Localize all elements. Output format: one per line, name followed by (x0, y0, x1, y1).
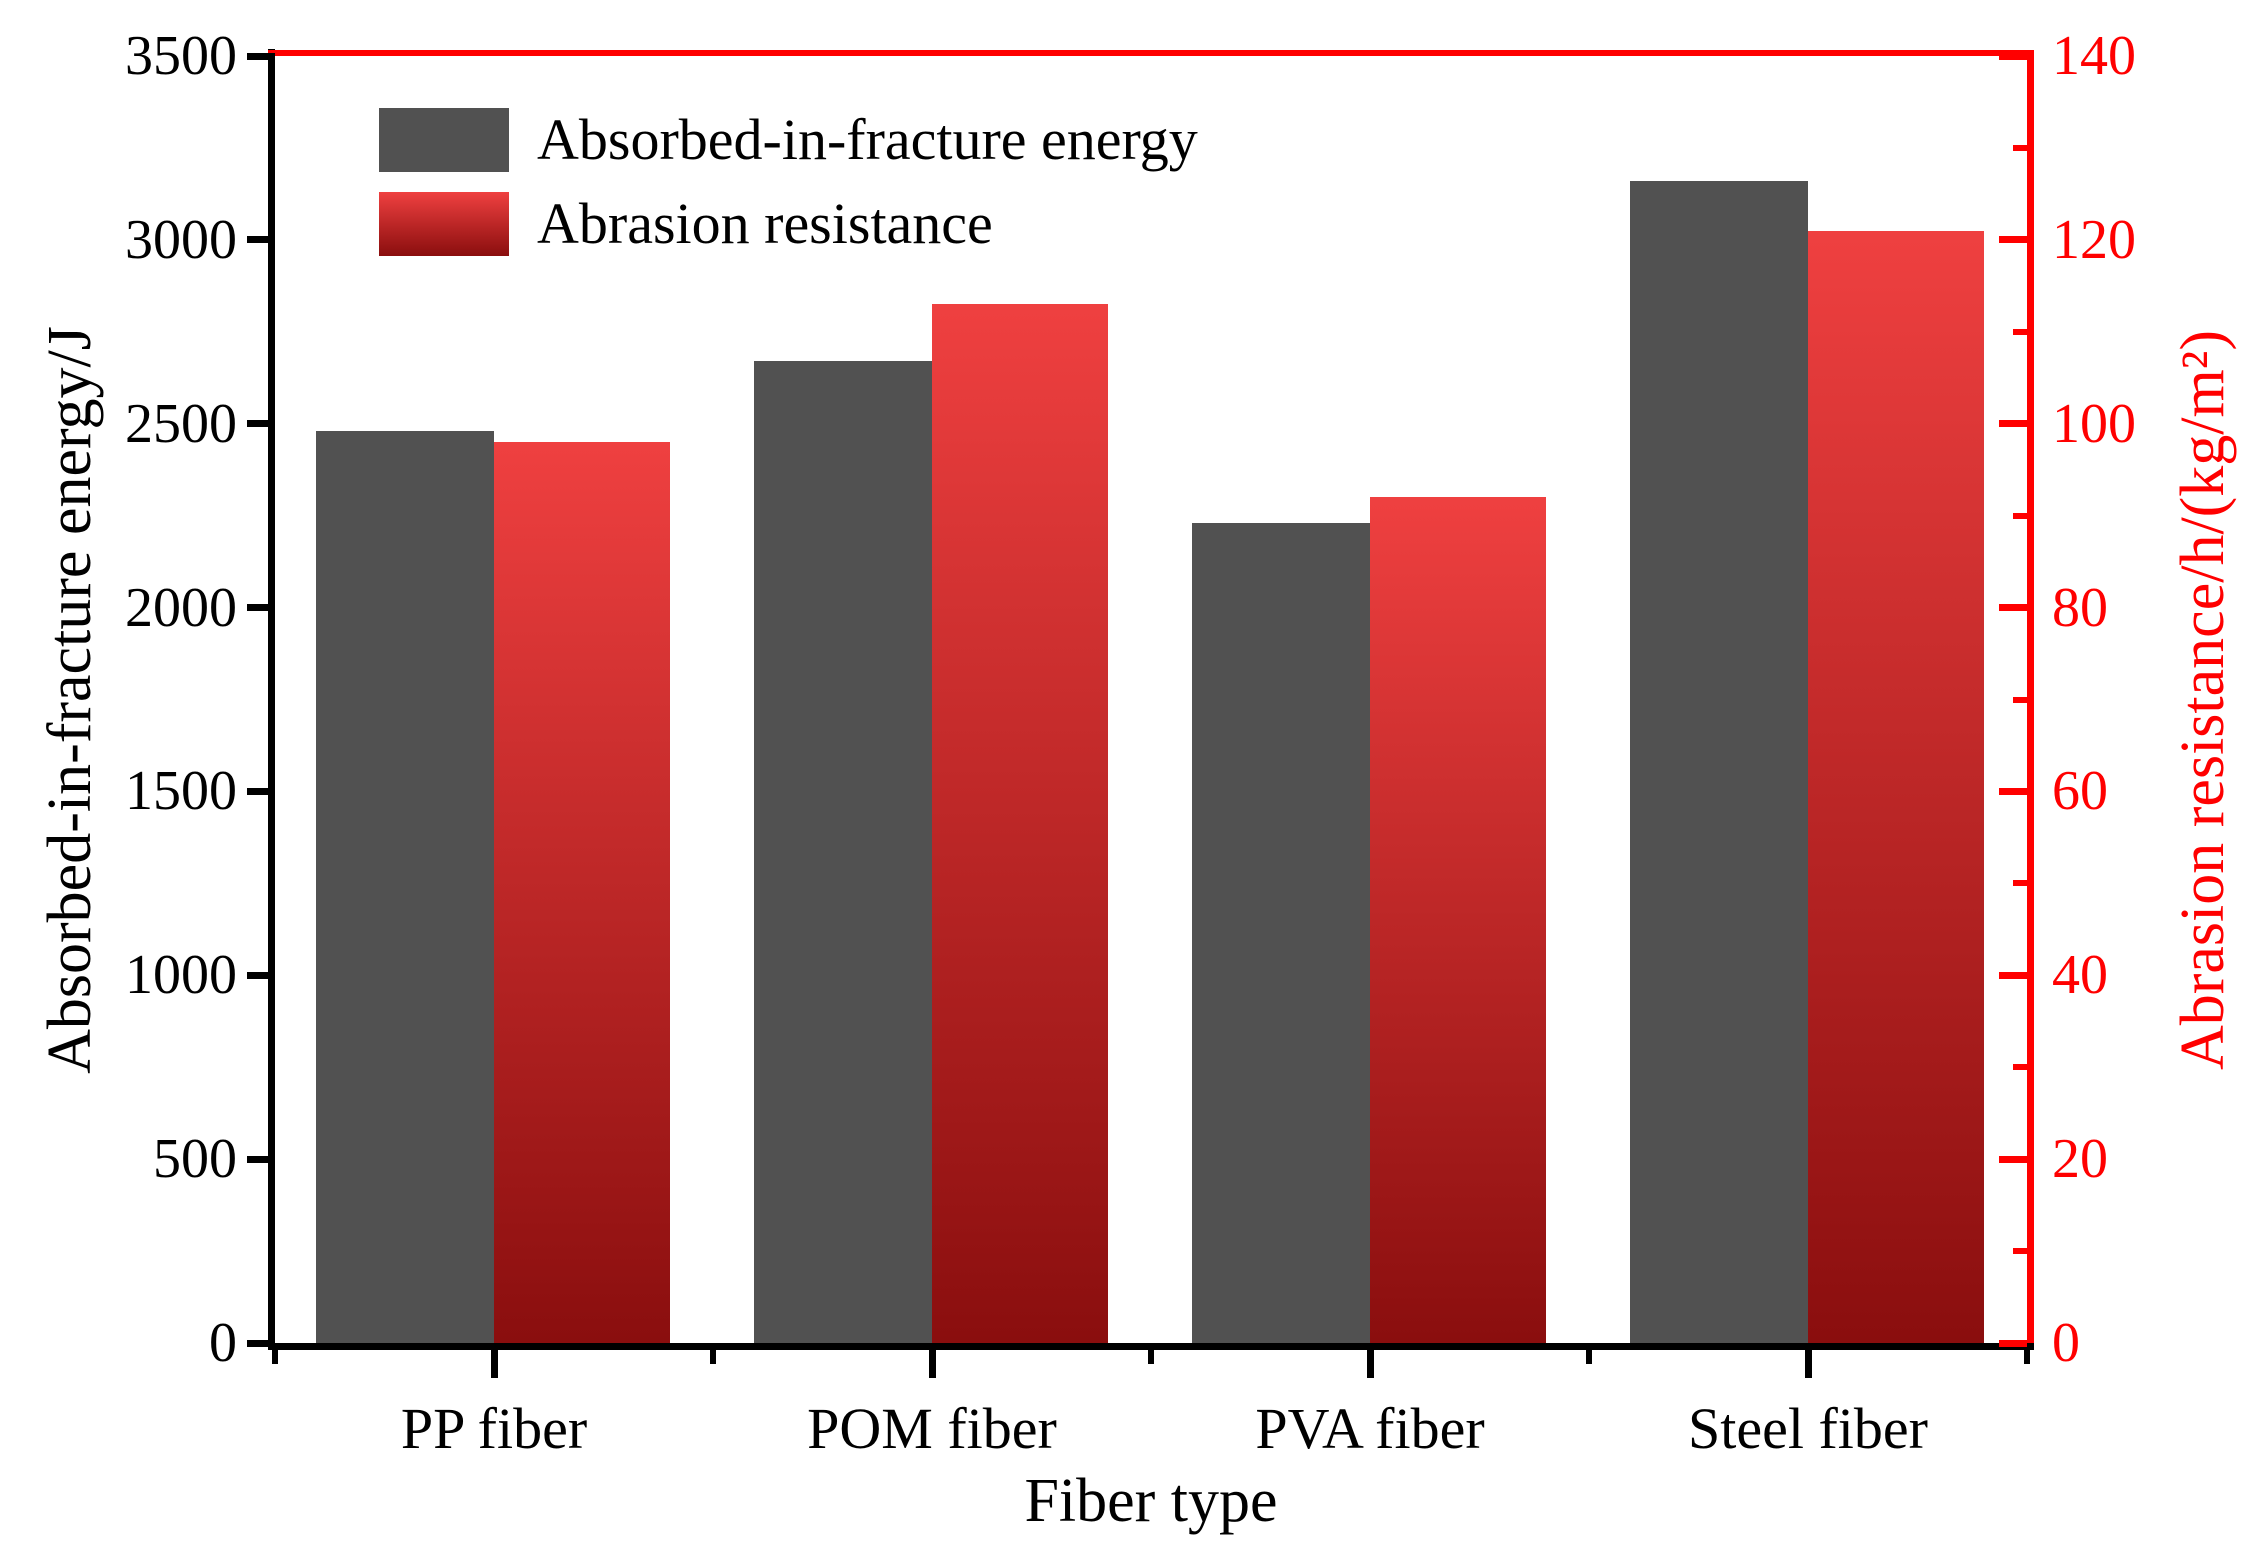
legend-swatch-energy (379, 108, 509, 172)
left-axis-tick (247, 1339, 275, 1347)
legend-item-abrasion: Abrasion resistance (379, 192, 993, 256)
legend-item-energy: Absorbed-in-fracture energy (379, 108, 1198, 172)
right-axis-tick-label: 140 (2052, 25, 2136, 87)
x-axis-category-label-pp-fiber: PP fiber (400, 1396, 588, 1461)
x-axis-tick (490, 1350, 498, 1378)
right-axis-tick (1999, 52, 2027, 60)
right-axis-tick-label: 40 (2052, 944, 2108, 1007)
right-axis-line (2027, 50, 2034, 1350)
legend-swatch-abrasion (379, 192, 509, 256)
x-axis-category-label-pom-fiber: POM fiber (807, 1396, 1057, 1461)
right-axis-tick-label: 60 (2052, 760, 2108, 823)
x-axis-minor-tick (710, 1350, 716, 1364)
right-axis-minor-tick (2013, 696, 2027, 703)
bar-energy-pom-fiber (754, 361, 932, 1343)
left-axis-tick (247, 971, 275, 979)
bar-abrasion-steel-fiber (1808, 230, 1984, 1343)
left-axis-tick (247, 787, 275, 795)
right-axis-minor-tick (2013, 1064, 2027, 1071)
right-axis-minor-tick (2013, 144, 2027, 151)
left-axis-tick (247, 604, 275, 612)
left-axis-title: Absorbed-in-fracture energy/J (36, 326, 104, 1074)
right-axis-tick (1999, 604, 2027, 612)
legend-label-energy: Absorbed-in-fracture energy (537, 107, 1198, 172)
x-axis-tick (928, 1350, 936, 1378)
right-axis-tick-label: 80 (2052, 576, 2108, 639)
left-axis-tick (247, 1155, 275, 1163)
left-axis-tick-label: 3000 (125, 208, 237, 271)
x-axis-minor-tick (2024, 1350, 2030, 1364)
right-axis-tick-label: 0 (2052, 1312, 2080, 1374)
right-axis-tick (1999, 236, 2027, 244)
left-axis-tick-label: 0 (209, 1312, 237, 1374)
x-axis-minor-tick (1586, 1350, 1592, 1364)
right-axis-minor-tick (2013, 1248, 2027, 1255)
bar-abrasion-pva-fiber (1370, 497, 1546, 1343)
x-axis-category-label-steel-fiber: Steel fiber (1688, 1396, 1928, 1461)
x-axis-title: Fiber type (1024, 1467, 1278, 1535)
right-axis-minor-tick (2013, 880, 2027, 887)
right-axis-tick (1999, 971, 2027, 979)
left-axis-tick (247, 52, 275, 60)
right-axis-tick (1999, 420, 2027, 428)
bar-abrasion-pom-fiber (932, 304, 1108, 1343)
left-axis-tick (247, 420, 275, 428)
left-axis-tick-label: 2000 (125, 576, 237, 639)
x-axis-tick (1804, 1350, 1812, 1378)
right-axis-tick-label: 20 (2052, 1128, 2108, 1191)
bottom-axis-line (268, 1343, 2034, 1350)
right-axis-tick-label: 120 (2052, 208, 2136, 271)
top-border-line (268, 50, 2034, 56)
x-axis-tick (1366, 1350, 1374, 1378)
right-axis-tick (1999, 787, 2027, 795)
bar-energy-steel-fiber (1630, 181, 1808, 1343)
legend-label-abrasion: Abrasion resistance (537, 191, 993, 256)
left-axis-tick (247, 236, 275, 244)
x-axis-minor-tick (1148, 1350, 1154, 1364)
left-axis-tick-label: 1500 (125, 760, 237, 823)
bar-energy-pp-fiber (316, 431, 494, 1343)
bar-energy-pva-fiber (1192, 522, 1370, 1343)
right-axis-tick (1999, 1155, 2027, 1163)
left-axis-line (268, 49, 275, 1350)
bar-abrasion-pp-fiber (494, 442, 670, 1343)
left-axis-tick-label: 500 (153, 1128, 237, 1191)
right-axis-minor-tick (2013, 512, 2027, 519)
right-axis-tick (1999, 1339, 2027, 1347)
left-axis-tick-label: 1000 (125, 944, 237, 1007)
left-axis-tick-label: 2500 (125, 392, 237, 455)
x-axis-minor-tick (272, 1350, 278, 1364)
right-axis-tick-label: 100 (2052, 392, 2136, 455)
x-axis-category-label-pva-fiber: PVA fiber (1255, 1396, 1485, 1461)
right-axis-minor-tick (2013, 328, 2027, 335)
left-axis-tick-label: 3500 (125, 25, 237, 87)
right-axis-title: Abrasion resistance/h/(kg/m²) (2169, 329, 2237, 1071)
